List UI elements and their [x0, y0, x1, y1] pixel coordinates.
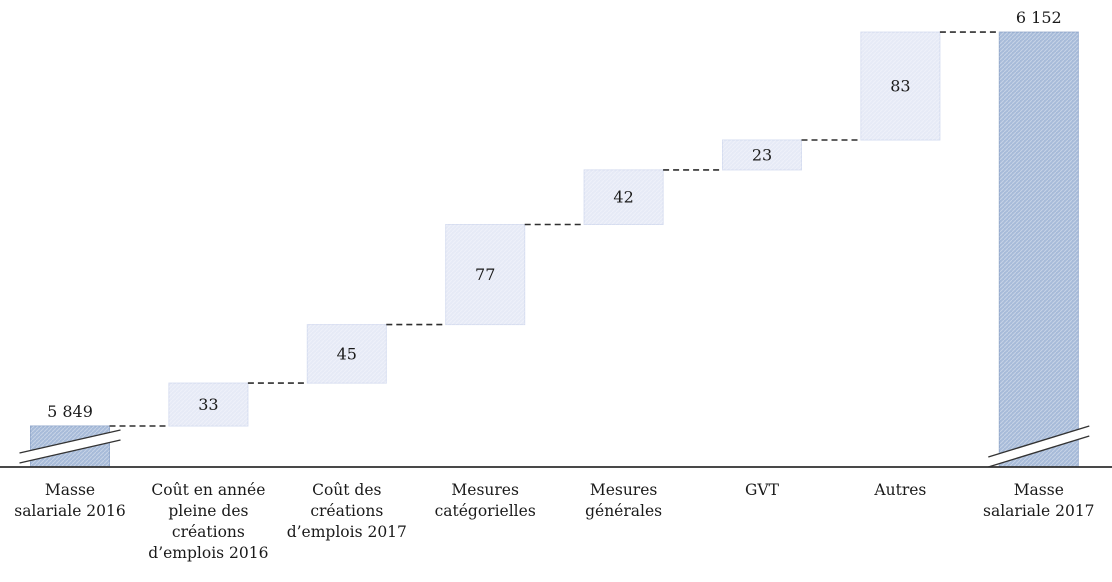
axis-break-line	[19, 439, 121, 464]
value-label-2: 45	[337, 344, 357, 363]
value-label-1: 33	[198, 395, 218, 414]
waterfall-bar-texture-5	[722, 140, 802, 170]
value-label-5: 23	[752, 145, 772, 164]
axis-break-band	[19, 430, 121, 463]
category-label-line: Coût en année	[151, 481, 265, 499]
category-label-line: d’emplois 2016	[148, 544, 268, 562]
axis-breaks-group	[19, 425, 1090, 468]
category-label-3: Mesures catégorielles	[435, 481, 536, 520]
category-label-line: créations	[172, 523, 245, 541]
category-label-line: Mesures	[451, 481, 519, 499]
value-label-6: 83	[890, 77, 910, 96]
waterfall-bar-texture-1	[168, 383, 248, 426]
category-label-4: Mesures générales	[585, 481, 662, 520]
waterfall-bar-texture-2	[307, 324, 387, 384]
axis-break-line	[988, 425, 1090, 458]
category-label-7: Masse salariale 2017	[983, 481, 1095, 520]
category-label-1: Coût en année pleine des créations d’emploi…	[148, 481, 268, 562]
category-labels-group: Masse salariale 2016 Coût en année pleine d…	[14, 481, 1094, 562]
category-label-0: Masse salariale 2016	[14, 481, 126, 520]
value-label-4: 42	[613, 188, 633, 207]
waterfall-bar-texture-4	[584, 169, 664, 225]
value-label-3: 77	[475, 265, 495, 284]
category-label-line: créations	[310, 502, 383, 520]
category-label-line: Masse	[45, 481, 95, 499]
value-label-7: 6 152	[1016, 8, 1062, 27]
axis-break-line	[19, 429, 121, 454]
axis-break-band	[988, 426, 1090, 467]
category-label-line: salariale 2017	[983, 502, 1095, 520]
bars-group	[30, 31, 1079, 468]
axis-break-line	[988, 435, 1090, 468]
category-label-line: Masse	[1014, 481, 1064, 499]
category-label-line: salariale 2016	[14, 502, 126, 520]
category-label-line: Mesures	[590, 481, 658, 499]
category-label-6: Autres	[873, 481, 926, 499]
category-label-line: Coût des	[312, 481, 381, 499]
category-label-line: pleine des	[168, 502, 248, 520]
category-label-line: GVT	[745, 481, 780, 499]
category-label-line: générales	[585, 502, 662, 520]
category-label-5: GVT	[745, 481, 780, 499]
category-label-2: Coût des créations d’emplois 2017	[287, 481, 407, 541]
category-label-line: catégorielles	[435, 502, 536, 520]
category-label-line: Autres	[873, 481, 926, 499]
value-labels-group: 5 849 33 45 77 42 23 83 6 152	[47, 8, 1062, 421]
value-label-0: 5 849	[47, 402, 93, 421]
category-label-line: d’emplois 2017	[287, 523, 407, 541]
waterfall-bar-texture-7	[999, 32, 1079, 467]
waterfall-bar-texture-6	[860, 32, 940, 140]
waterfall-bar-texture-3	[445, 224, 525, 325]
